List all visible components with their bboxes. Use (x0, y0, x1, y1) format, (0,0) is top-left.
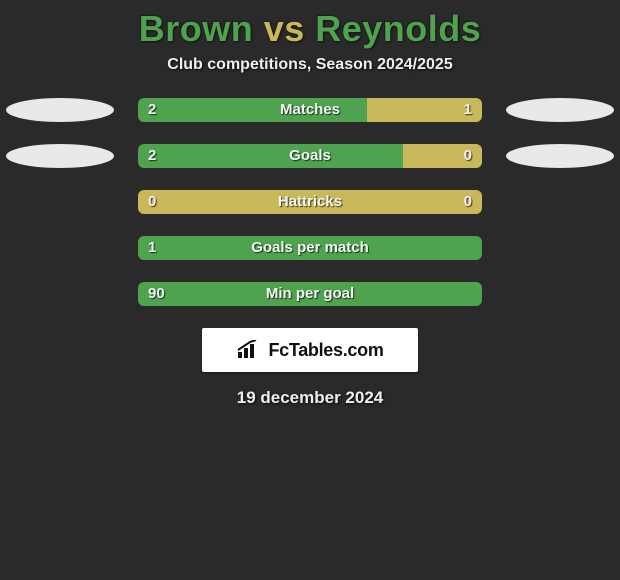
stat-bar: 00Hattricks (138, 190, 482, 214)
stat-bar-right (138, 190, 482, 214)
stat-bar: 90Min per goal (138, 282, 482, 306)
stat-value-left: 1 (148, 236, 156, 260)
player-left-name: Brown (139, 8, 254, 49)
stat-value-right: 0 (464, 190, 472, 214)
stat-value-left: 0 (148, 190, 156, 214)
stat-row: 00Hattricks (0, 190, 620, 214)
stat-bar-left (138, 144, 403, 168)
subtitle: Club competitions, Season 2024/2025 (0, 56, 620, 74)
stat-row: 90Min per goal (0, 282, 620, 306)
title: Brown vs Reynolds (0, 8, 620, 50)
stat-row: 20Goals (0, 144, 620, 168)
right-marker-ellipse (506, 144, 614, 168)
left-marker-ellipse (6, 144, 114, 168)
stat-bar-left (138, 98, 367, 122)
stat-rows: 21Matches20Goals00Hattricks1Goals per ma… (0, 98, 620, 306)
barchart-icon (236, 340, 262, 360)
stat-bar: 21Matches (138, 98, 482, 122)
stat-value-right: 1 (464, 98, 472, 122)
player-right-name: Reynolds (315, 8, 481, 49)
source-logo-text: FcTables.com (268, 340, 383, 361)
stat-value-right: 0 (464, 144, 472, 168)
right-marker-ellipse (506, 98, 614, 122)
stat-row: 1Goals per match (0, 236, 620, 260)
h2h-card: Brown vs Reynolds Club competitions, Sea… (0, 0, 620, 580)
stat-bar: 1Goals per match (138, 236, 482, 260)
stat-row: 21Matches (0, 98, 620, 122)
stat-value-left: 2 (148, 144, 156, 168)
stat-value-left: 90 (148, 282, 165, 306)
stat-bar-left (138, 236, 482, 260)
stat-bar-left (138, 282, 482, 306)
stat-bar: 20Goals (138, 144, 482, 168)
snapshot-date: 19 december 2024 (0, 388, 620, 408)
stat-value-left: 2 (148, 98, 156, 122)
title-vs: vs (264, 8, 305, 49)
source-logo: FcTables.com (202, 328, 418, 372)
left-marker-ellipse (6, 98, 114, 122)
